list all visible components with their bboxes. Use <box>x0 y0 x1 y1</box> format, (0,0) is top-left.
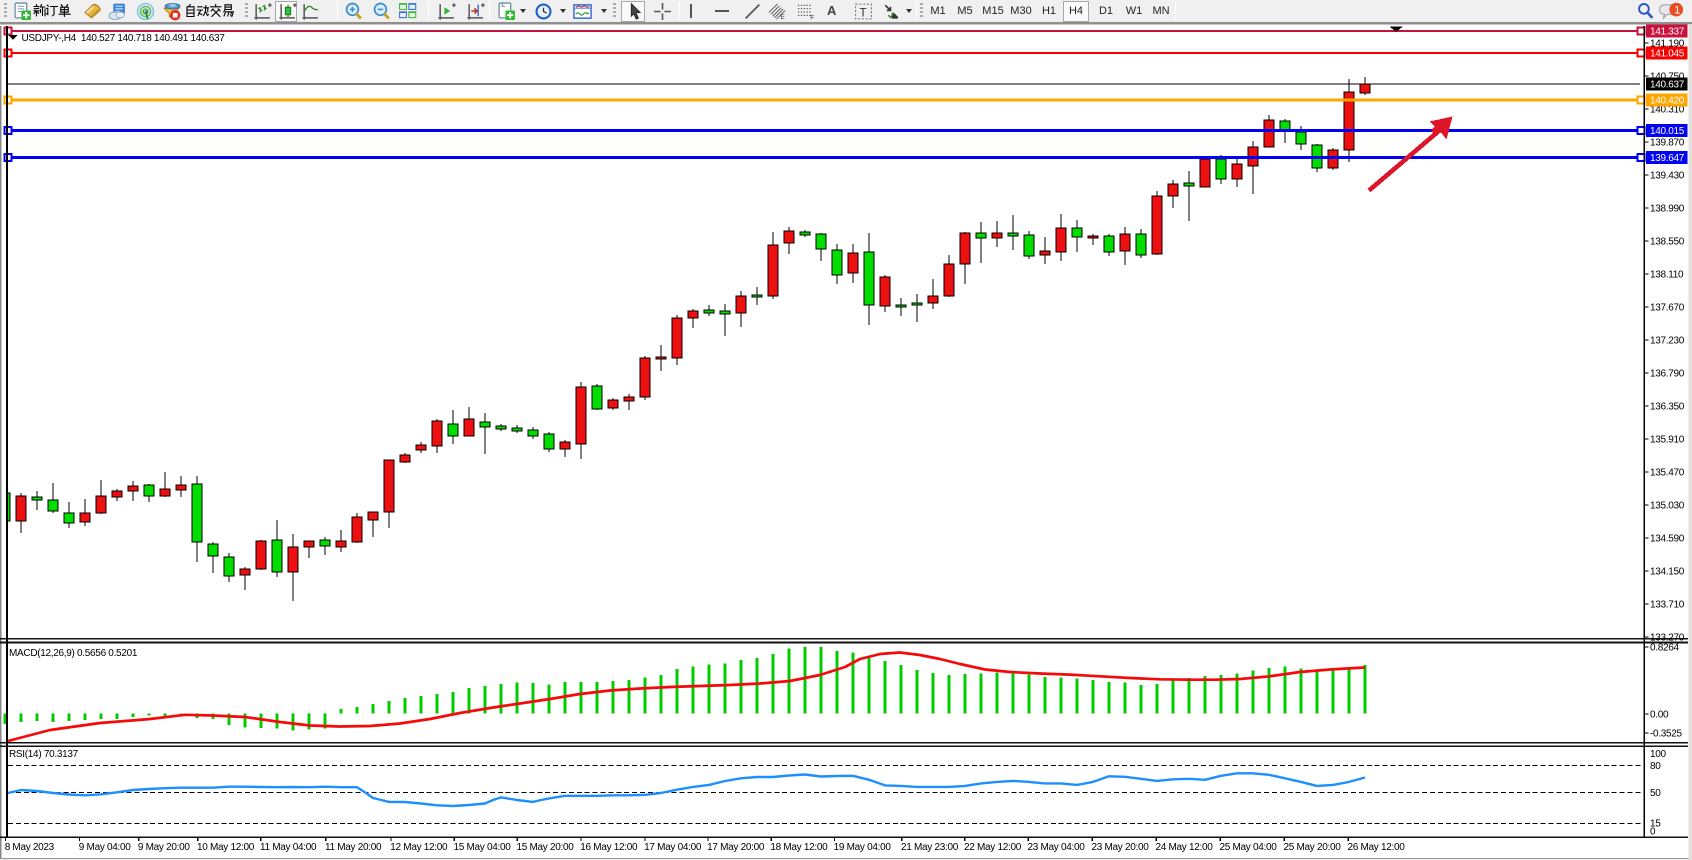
svg-text:15 May 20:00: 15 May 20:00 <box>517 842 575 853</box>
svg-text:141.190: 141.190 <box>1650 39 1685 50</box>
svg-text:8 May 2023: 8 May 2023 <box>5 842 55 853</box>
svg-text:136.350: 136.350 <box>1650 402 1685 413</box>
svg-text:10 May 12:00: 10 May 12:00 <box>197 842 255 853</box>
svg-text:0: 0 <box>1650 827 1656 838</box>
svg-text:141.337: 141.337 <box>1650 27 1685 38</box>
svg-text:133.710: 133.710 <box>1650 600 1685 611</box>
svg-text:E: E <box>780 14 785 21</box>
svg-text:18 May 12:00: 18 May 12:00 <box>770 842 828 853</box>
svg-text:139.870: 139.870 <box>1650 138 1685 149</box>
svg-text:23 May 20:00: 23 May 20:00 <box>1092 842 1150 853</box>
svg-text:137.230: 137.230 <box>1650 336 1685 347</box>
svg-text:15 May 04:00: 15 May 04:00 <box>454 842 512 853</box>
svg-text:21 May 23:00: 21 May 23:00 <box>901 842 959 853</box>
svg-text:135.910: 135.910 <box>1650 435 1685 446</box>
svg-text:0.8264: 0.8264 <box>1650 643 1680 654</box>
svg-text:F: F <box>810 15 814 21</box>
svg-text:139.430: 139.430 <box>1650 171 1685 182</box>
svg-text:15: 15 <box>1650 819 1661 830</box>
svg-text:138.550: 138.550 <box>1650 237 1685 248</box>
svg-text:23 May 04:00: 23 May 04:00 <box>1028 842 1086 853</box>
svg-text:138.110: 138.110 <box>1650 270 1684 281</box>
svg-text:133.270: 133.270 <box>1650 633 1685 644</box>
svg-text:135.030: 135.030 <box>1650 501 1685 512</box>
svg-text:-0.3525: -0.3525 <box>1650 729 1683 740</box>
svg-text:17 May 04:00: 17 May 04:00 <box>644 842 702 853</box>
svg-text:139.647: 139.647 <box>1650 153 1685 164</box>
svg-text:12 May 12:00: 12 May 12:00 <box>390 842 448 853</box>
svg-text:T: T <box>859 6 866 19</box>
svg-text:141.045: 141.045 <box>1650 49 1685 60</box>
svg-text:MACD(12,26,9) 0.5656 0.5201: MACD(12,26,9) 0.5656 0.5201 <box>9 648 138 659</box>
svg-text:50: 50 <box>1650 788 1661 799</box>
svg-text:16 May 12:00: 16 May 12:00 <box>580 842 638 853</box>
svg-text:134.150: 134.150 <box>1650 567 1685 578</box>
svg-text:135.470: 135.470 <box>1650 468 1685 479</box>
svg-text:100: 100 <box>1650 749 1667 760</box>
svg-text:25 May 04:00: 25 May 04:00 <box>1220 842 1278 853</box>
svg-text:9 May 04:00: 9 May 04:00 <box>79 842 131 853</box>
svg-text:136.790: 136.790 <box>1650 369 1685 380</box>
svg-text:11 May 04:00: 11 May 04:00 <box>260 842 317 853</box>
svg-text:140.420: 140.420 <box>1650 96 1685 107</box>
svg-text:134.590: 134.590 <box>1650 534 1685 545</box>
svg-text:137.670: 137.670 <box>1650 303 1685 314</box>
svg-text:26 May 12:00: 26 May 12:00 <box>1348 842 1406 853</box>
svg-text:9 May 20:00: 9 May 20:00 <box>138 842 190 853</box>
svg-text:25 May 20:00: 25 May 20:00 <box>1284 842 1342 853</box>
svg-text:140.750: 140.750 <box>1650 72 1685 83</box>
svg-text:22 May 12:00: 22 May 12:00 <box>964 842 1022 853</box>
svg-text:24 May 12:00: 24 May 12:00 <box>1156 842 1214 853</box>
svg-text:80: 80 <box>1650 761 1661 772</box>
svg-text:140.310: 140.310 <box>1650 105 1685 116</box>
svg-text:USDJPY-,H4 140.527 140.718 14: USDJPY-,H4 140.527 140.718 140.491 140.6… <box>22 33 226 44</box>
svg-text:0.00: 0.00 <box>1650 710 1669 721</box>
svg-text:140.015: 140.015 <box>1650 126 1685 137</box>
svg-text:1: 1 <box>1674 5 1680 17</box>
svg-text:17 May 20:00: 17 May 20:00 <box>707 842 765 853</box>
svg-text:19 May 04:00: 19 May 04:00 <box>834 842 892 853</box>
svg-text:RSI(14) 70.3137: RSI(14) 70.3137 <box>9 749 79 760</box>
svg-text:138.990: 138.990 <box>1650 204 1685 215</box>
svg-text:140.637: 140.637 <box>1650 80 1685 91</box>
svg-text:11 May 20:00: 11 May 20:00 <box>325 842 382 853</box>
